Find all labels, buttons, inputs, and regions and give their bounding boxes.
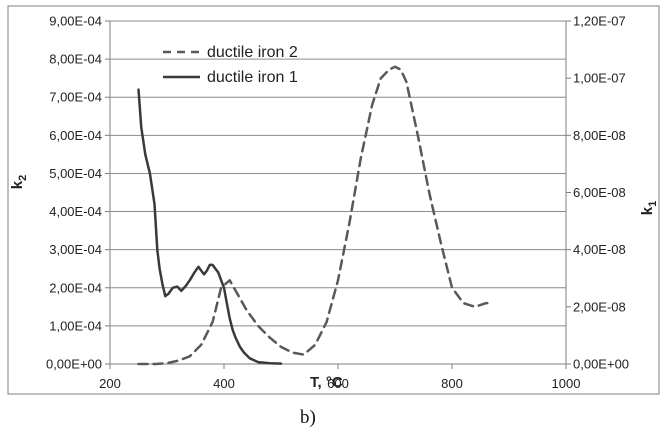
y-left-tick-label: 0,00E+00 — [46, 357, 102, 372]
y-axis-left-title-main: k — [9, 180, 26, 189]
y-left-tick-label: 9,00E-04 — [49, 14, 102, 29]
y-axis-left-title-sub: 2 — [17, 175, 29, 181]
y-left-tick-label: 6,00E-04 — [49, 128, 102, 143]
x-tick-label: 400 — [213, 376, 235, 391]
y-left-tick-label: 8,00E-04 — [49, 52, 102, 67]
y-right-tick-label: 6,00E-08 — [573, 185, 626, 200]
x-axis-title: T, °C — [310, 374, 343, 391]
y-right-tick-label: 2,00E-08 — [573, 299, 626, 314]
legend: ductile iron 2 ductile iron 1 — [163, 44, 298, 86]
series-lines — [137, 65, 494, 366]
figure-caption: b) — [300, 407, 316, 428]
series-line-ductile-iron-1 — [137, 88, 283, 365]
y-left-tick-label: 7,00E-04 — [49, 90, 102, 105]
gridlines — [110, 20, 566, 327]
y-axis-left-title: k2 — [9, 175, 29, 189]
y-right-tick-label: 1,20E-07 — [573, 14, 626, 29]
y-left-tick-label: 2,00E-04 — [49, 280, 102, 295]
x-tick-label: 800 — [441, 376, 463, 391]
axes — [105, 20, 571, 369]
legend-label-ductile-iron-2: ductile iron 2 — [207, 44, 298, 61]
y-right-tick-label: 0,00E+00 — [573, 357, 629, 372]
legend-label-ductile-iron-1: ductile iron 1 — [207, 69, 298, 86]
y-left-tick-label: 4,00E-04 — [49, 204, 102, 219]
y-right-tick-label: 8,00E-08 — [573, 128, 626, 143]
series-line-ductile-iron-2 — [137, 65, 494, 366]
y-axis-right-title-sub: 1 — [647, 201, 659, 207]
x-tick-label: 600 — [327, 376, 349, 391]
y-left-tick-label: 3,00E-04 — [49, 242, 102, 257]
y-right-tick-label: 1,00E-07 — [573, 71, 626, 86]
tick-labels: 0,00E+00 1,00E-04 2,00E-04 3,00E-04 4,00E-04… — [46, 14, 629, 392]
x-tick-label: 1000 — [552, 376, 581, 391]
y-right-tick-label: 4,00E-08 — [573, 242, 626, 257]
x-tick-label: 200 — [99, 376, 121, 391]
chart-frame — [7, 5, 660, 395]
y-axis-right-title-main: k — [639, 206, 656, 215]
y-left-tick-label: 1,00E-04 — [49, 318, 102, 333]
y-left-tick-label: 5,00E-04 — [49, 166, 102, 181]
y-axis-right-title: k1 — [639, 201, 659, 215]
